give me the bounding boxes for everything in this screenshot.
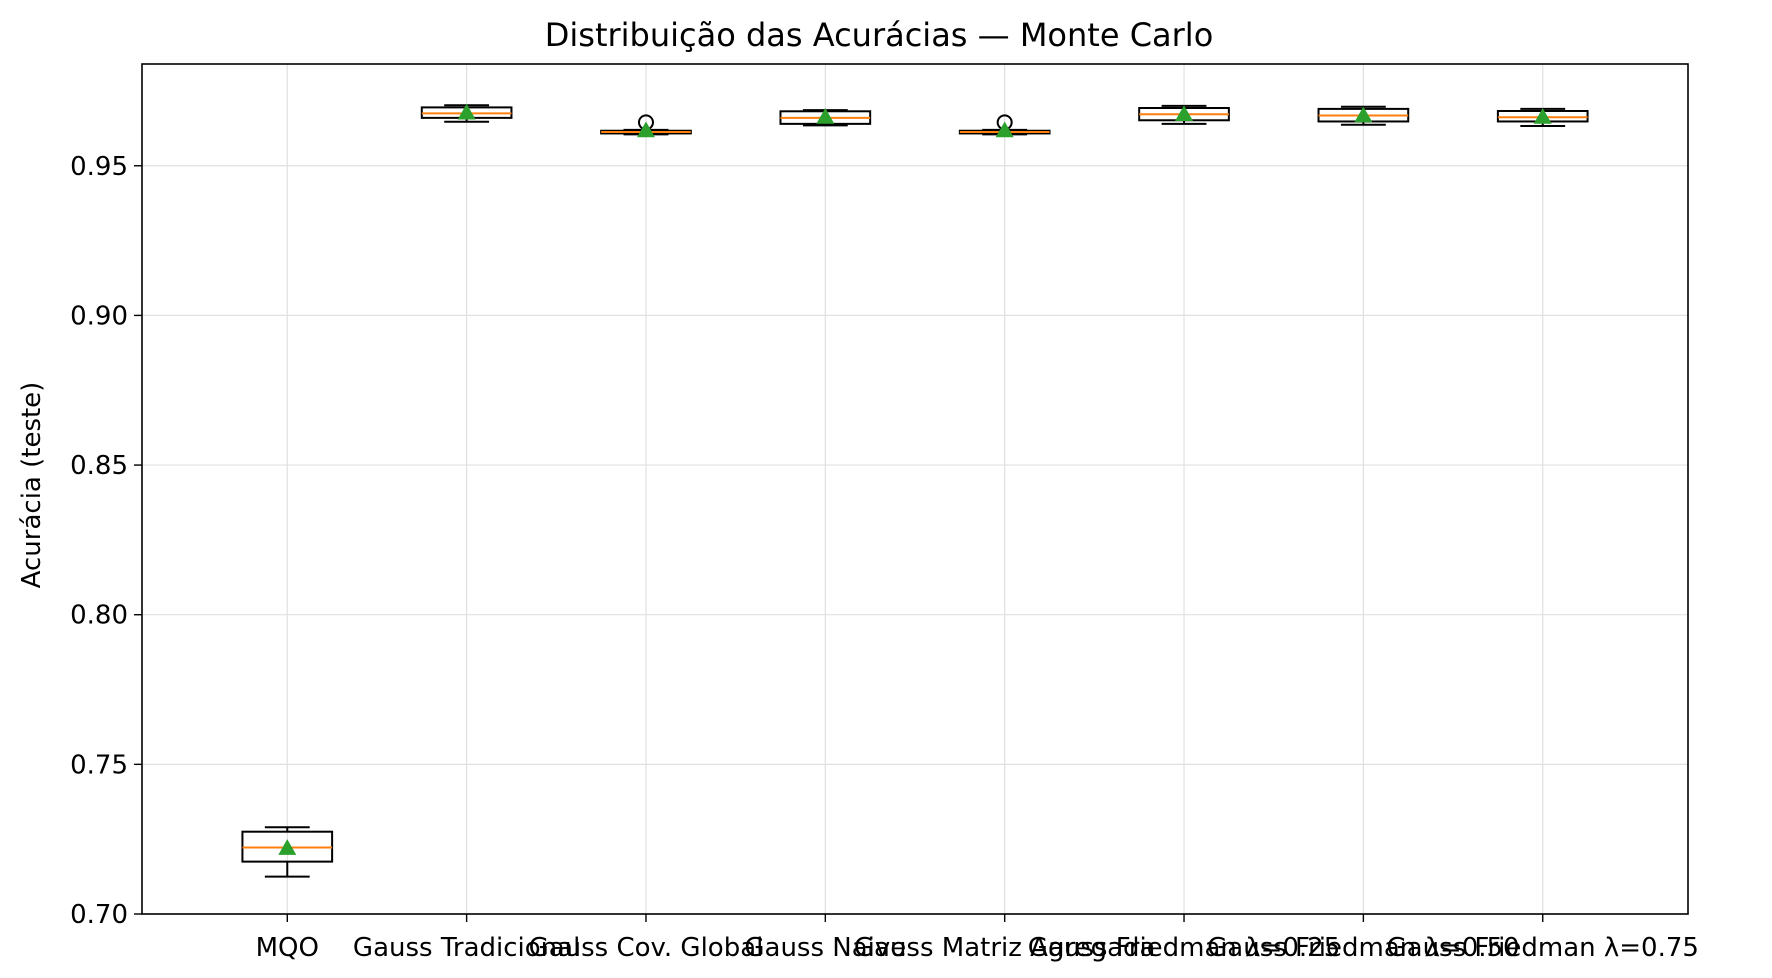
mean-marker: [278, 839, 297, 855]
y-axis-label: Acurácia (teste): [17, 382, 47, 589]
x-tick-label: Gauss Friedman λ=0.50: [1207, 933, 1519, 963]
mean-marker: [1533, 107, 1552, 124]
y-tick-label: 0.70: [70, 900, 128, 930]
chart-title: Distribuição das Acurácias — Monte Carlo: [545, 16, 1214, 54]
y-tick-label: 0.85: [70, 451, 128, 481]
x-tick-label: Gauss Friedman λ=0.25: [1028, 933, 1340, 963]
x-tick-label: Gauss Friedman λ=0.75: [1386, 933, 1698, 963]
mean-marker: [1175, 105, 1194, 122]
mean-marker: [995, 121, 1014, 138]
plot-layer: [241, 103, 1589, 878]
y-tick-label: 0.90: [70, 301, 128, 331]
y-tick-label: 0.75: [70, 750, 128, 780]
x-tick-label: MQO: [256, 933, 319, 963]
grid-layer: [142, 64, 1688, 915]
x-tick-label: Gauss Naive: [744, 933, 906, 963]
axis-layer: 0.70 0.75 0.80 0.85 0.90 0.95 MQO Gauss Tradici…: [70, 152, 1699, 963]
mean-marker: [457, 103, 476, 120]
y-tick-label: 0.80: [70, 601, 128, 631]
mean-marker: [636, 121, 655, 138]
x-tick-label: Gauss Tradicional: [353, 933, 580, 963]
x-tick-label: Gauss Matriz Agregada: [854, 933, 1156, 963]
mean-marker: [1354, 106, 1373, 123]
x-tick-label: Gauss Cov. Global: [529, 933, 764, 963]
y-tick-label: 0.95: [70, 152, 128, 182]
plot-frame: [141, 63, 1689, 915]
mean-marker: [816, 107, 835, 124]
